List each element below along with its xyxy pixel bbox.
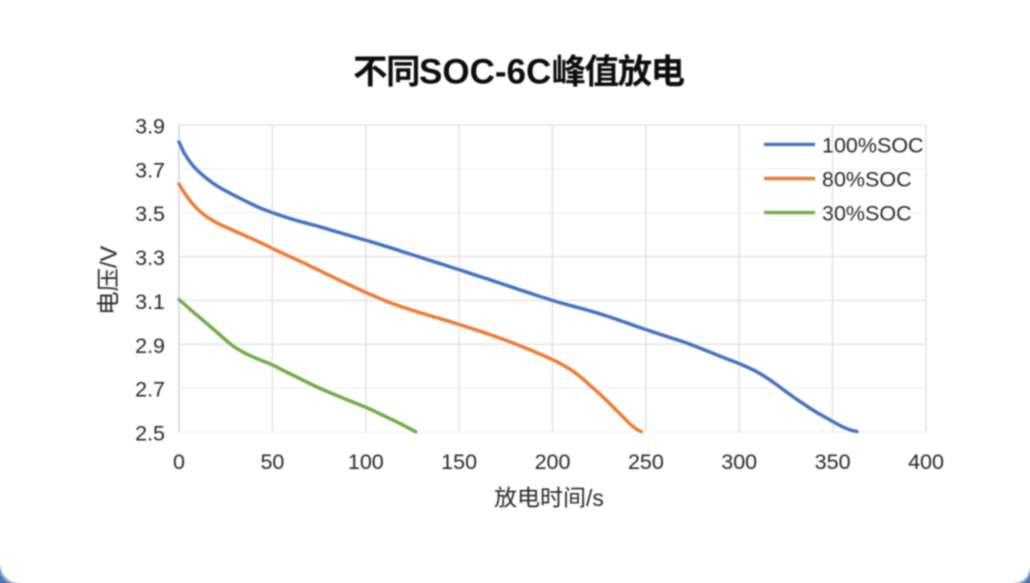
svg-text:0: 0 bbox=[173, 450, 185, 474]
svg-text:250: 250 bbox=[628, 450, 664, 474]
svg-text:80%SOC: 80%SOC bbox=[822, 168, 912, 192]
svg-text:50: 50 bbox=[260, 450, 284, 474]
svg-text:3.3: 3.3 bbox=[135, 246, 165, 270]
svg-text:2.5: 2.5 bbox=[135, 422, 165, 446]
svg-text:100: 100 bbox=[348, 450, 384, 474]
svg-text:3.7: 3.7 bbox=[135, 158, 165, 182]
svg-text:100%SOC: 100%SOC bbox=[822, 134, 924, 158]
svg-text:/s: /s bbox=[586, 485, 604, 511]
svg-text:200: 200 bbox=[535, 450, 571, 474]
svg-text:30%SOC: 30%SOC bbox=[822, 202, 912, 226]
svg-text:3.1: 3.1 bbox=[135, 290, 165, 314]
svg-text:150: 150 bbox=[441, 450, 477, 474]
svg-text:400: 400 bbox=[908, 450, 944, 474]
svg-text:300: 300 bbox=[721, 450, 757, 474]
svg-text:2.7: 2.7 bbox=[135, 378, 165, 402]
svg-text:3.5: 3.5 bbox=[135, 202, 165, 226]
svg-text:SOC-6C: SOC-6C bbox=[419, 53, 551, 92]
svg-text:/V: /V bbox=[96, 245, 122, 268]
svg-text:350: 350 bbox=[815, 450, 851, 474]
svg-text:2.9: 2.9 bbox=[135, 334, 165, 358]
svg-text:3.9: 3.9 bbox=[135, 115, 165, 139]
